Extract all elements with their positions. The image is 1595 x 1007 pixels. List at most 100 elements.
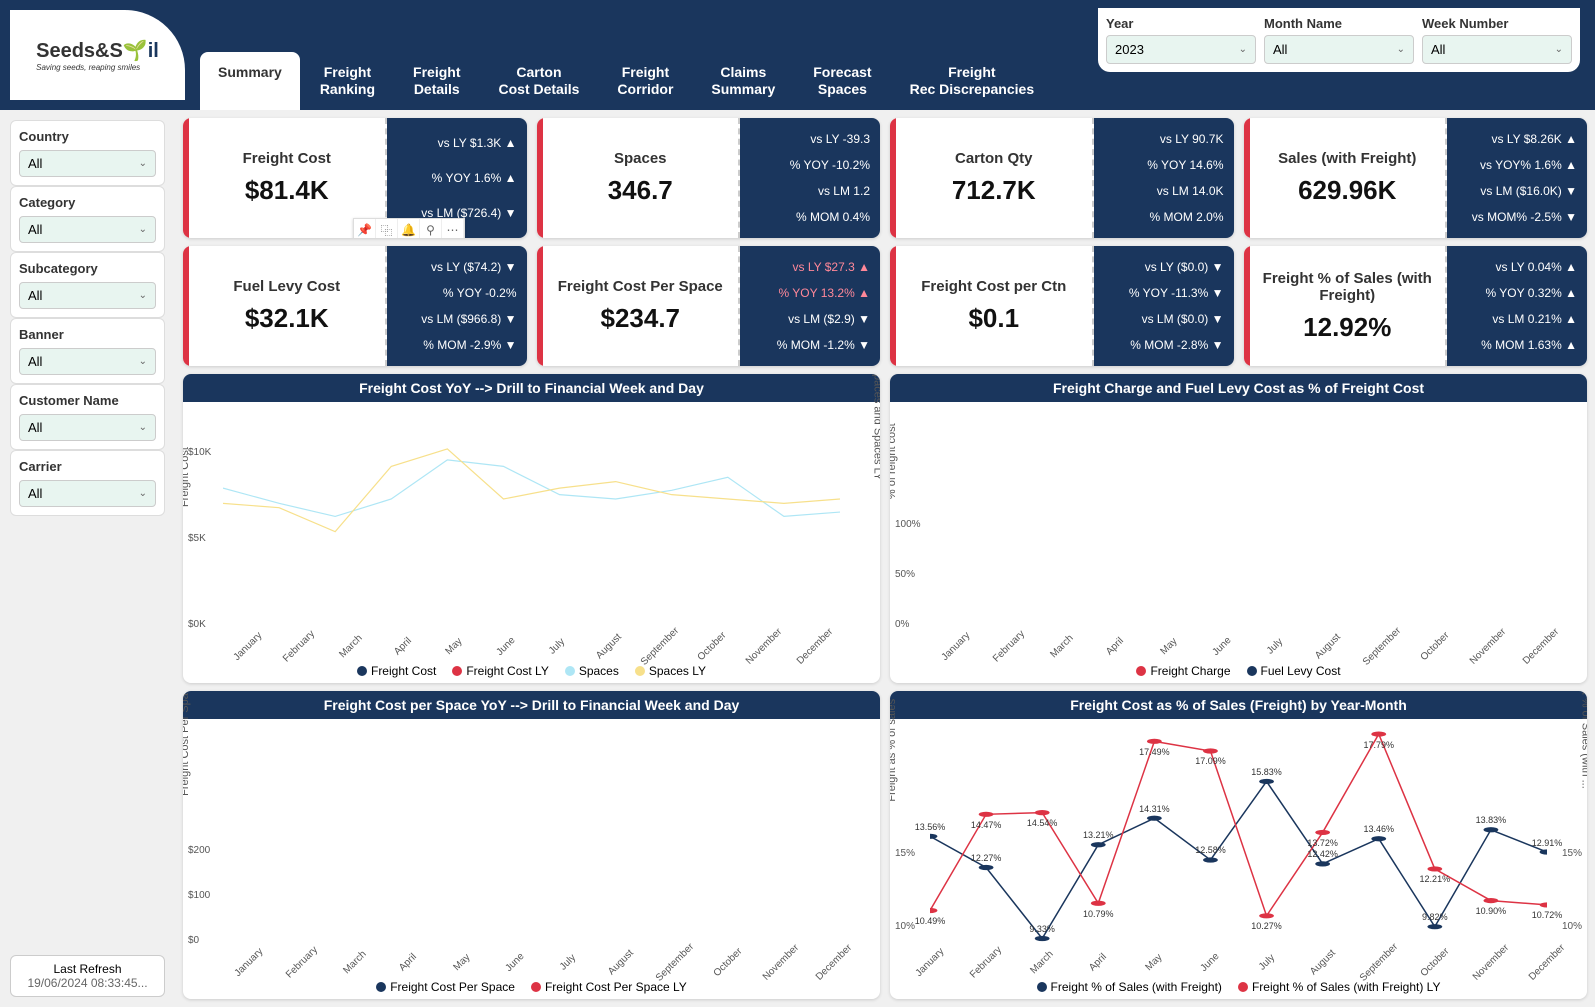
filter-carrier[interactable]: All⌄ — [19, 480, 156, 507]
pin-icon[interactable]: 📌 — [354, 219, 376, 238]
kpi-metric: % YOY 14.6% — [1104, 158, 1224, 172]
kpi-metric: vs LY ($0.0) — [1104, 260, 1224, 274]
legend-item: Freight Charge — [1136, 664, 1230, 678]
kpi-toolbar: 📌⿻🔔⚲⋯ — [353, 218, 465, 238]
kpi-value: $32.1K — [199, 303, 375, 334]
chevron-down-icon: ⌄ — [139, 488, 147, 499]
filter-week-number[interactable]: All⌄ — [1422, 35, 1572, 64]
kpi-value: $0.1 — [906, 303, 1082, 334]
filter-country[interactable]: All⌄ — [19, 150, 156, 177]
chart-freight-cost-yoy: Freight Cost YoY --> Drill to Financial … — [183, 374, 880, 683]
kpi-value: 629.96K — [1260, 175, 1436, 206]
filter-label: Banner — [19, 327, 156, 342]
tab-carton-cost-details[interactable]: CartonCost Details — [481, 52, 598, 110]
tab-freight-rec-discrepancies[interactable]: FreightRec Discrepancies — [892, 52, 1053, 110]
chevron-down-icon: ⌄ — [1397, 44, 1405, 55]
last-refresh: Last Refresh 19/06/2024 08:33:45... — [10, 955, 165, 997]
kpi-title: Sales (with Freight) — [1260, 150, 1436, 167]
content: Freight Cost $81.4K vs LY $1.3K% YOY 1.6… — [175, 110, 1595, 1007]
kpi-title: Carton Qty — [906, 150, 1082, 167]
kpi-metric: % MOM 1.63% — [1457, 338, 1577, 352]
filter-category[interactable]: All⌄ — [19, 216, 156, 243]
filter-subcategory[interactable]: All⌄ — [19, 282, 156, 309]
chevron-down-icon: ⌄ — [1239, 44, 1247, 55]
kpi-value: 346.7 — [553, 175, 729, 206]
kpi-value: 712.7K — [906, 175, 1082, 206]
filter-customer-name[interactable]: All⌄ — [19, 414, 156, 441]
filter-label: Customer Name — [19, 393, 156, 408]
chevron-down-icon: ⌄ — [139, 224, 147, 235]
copy-icon[interactable]: ⿻ — [376, 219, 398, 238]
tab-claims-summary[interactable]: ClaimsSummary — [693, 52, 793, 110]
more-icon[interactable]: ⋯ — [442, 219, 464, 238]
legend-item: Freight % of Sales (with Freight) LY — [1238, 980, 1441, 994]
chevron-down-icon: ⌄ — [139, 290, 147, 301]
legend-item: Freight % of Sales (with Freight) — [1037, 980, 1222, 994]
chevron-down-icon: ⌄ — [1555, 44, 1563, 55]
filter-label: Year — [1106, 16, 1256, 31]
kpi-metric: % MOM -2.9% — [397, 338, 517, 352]
top-bar: Seeds&S🌱ilSaving seeds, reaping smiles S… — [0, 0, 1595, 110]
kpi-metric: vs LM ($966.8) — [397, 312, 517, 326]
kpi-card: Freight % of Sales (with Freight) 12.92%… — [1244, 246, 1588, 366]
filter-label: Month Name — [1264, 16, 1414, 31]
kpi-metric: % YOY -10.2% — [750, 158, 870, 172]
kpi-title: Freight Cost — [199, 150, 375, 167]
kpi-metric: % YOY -0.2% — [397, 286, 517, 300]
kpi-metric: vs LM ($16.0K) — [1457, 184, 1577, 198]
kpi-title: Fuel Levy Cost — [199, 278, 375, 295]
filter-banner[interactable]: All⌄ — [19, 348, 156, 375]
legend-item: Freight Cost Per Space LY — [531, 980, 687, 994]
filter-label: Country — [19, 129, 156, 144]
tab-freight-ranking[interactable]: FreightRanking — [302, 52, 393, 110]
chart-title: Freight Cost as % of Sales (Freight) by … — [890, 691, 1587, 719]
kpi-metric: % MOM -1.2% — [750, 338, 870, 352]
refresh-timestamp: 19/06/2024 08:33:45... — [17, 976, 158, 990]
kpi-metric: vs LY 90.7K — [1104, 132, 1224, 146]
legend-item: Freight Cost Per Space — [376, 980, 515, 994]
bell-icon[interactable]: 🔔 — [398, 219, 420, 238]
kpi-metric: vs LY ($74.2) — [397, 260, 517, 274]
kpi-title: Freight Cost Per Space — [553, 278, 729, 295]
filter-icon[interactable]: ⚲ — [420, 219, 442, 238]
chart-title: Freight Cost YoY --> Drill to Financial … — [183, 374, 880, 402]
kpi-metric: vs LM ($0.0) — [1104, 312, 1224, 326]
kpi-title: Spaces — [553, 150, 729, 167]
filter-year[interactable]: 2023⌄ — [1106, 35, 1256, 64]
legend-item: Freight Cost LY — [452, 664, 548, 678]
filter-label: Subcategory — [19, 261, 156, 276]
kpi-value: 12.92% — [1260, 312, 1436, 343]
legend-item: Fuel Levy Cost — [1247, 664, 1341, 678]
kpi-title: Freight % of Sales (with Freight) — [1260, 270, 1436, 304]
top-filters: Year 2023⌄ Month Name All⌄ Week Number All… — [1098, 8, 1580, 72]
kpi-metric: % MOM -2.8% — [1104, 338, 1224, 352]
filter-label: Week Number — [1422, 16, 1572, 31]
chart-cost-per-space-yoy: Freight Cost per Space YoY --> Drill to … — [183, 691, 880, 1000]
chart-title: Freight Charge and Fuel Levy Cost as % o… — [890, 374, 1587, 402]
sidebar: Country All⌄ Category All⌄ Subcategory All… — [0, 110, 175, 1007]
kpi-metric: vs LM ($2.9) — [750, 312, 870, 326]
chart-freight-charge-pct: Freight Charge and Fuel Levy Cost as % o… — [890, 374, 1587, 683]
kpi-title: Freight Cost per Ctn — [906, 278, 1082, 295]
tab-summary[interactable]: Summary — [200, 52, 300, 110]
filter-month-name[interactable]: All⌄ — [1264, 35, 1414, 64]
tab-freight-corridor[interactable]: FreightCorridor — [599, 52, 691, 110]
kpi-card: Spaces 346.7 vs LY -39.3% YOY -10.2%vs L… — [537, 118, 881, 238]
kpi-metric: vs LM 0.21% — [1457, 312, 1577, 326]
brand-logo: Seeds&S🌱ilSaving seeds, reaping smiles — [10, 10, 185, 100]
kpi-value: $234.7 — [553, 303, 729, 334]
chevron-down-icon: ⌄ — [139, 422, 147, 433]
kpi-metric: % MOM 0.4% — [750, 210, 870, 224]
kpi-metric: % YOY 0.32% — [1457, 286, 1577, 300]
nav-tabs: SummaryFreightRankingFreightDetailsCarto… — [200, 52, 1052, 110]
kpi-metric: vs YOY% 1.6% — [1457, 158, 1577, 172]
kpi-value: $81.4K — [199, 175, 375, 206]
chevron-down-icon: ⌄ — [139, 158, 147, 169]
legend-item: Spaces — [565, 664, 619, 678]
kpi-card: Freight Cost per Ctn $0.1 vs LY ($0.0) % … — [890, 246, 1234, 366]
tab-freight-details[interactable]: FreightDetails — [395, 52, 478, 110]
filter-label: Category — [19, 195, 156, 210]
tab-forecast-spaces[interactable]: ForecastSpaces — [795, 52, 889, 110]
kpi-card: Freight Cost Per Space $234.7 vs LY $27.… — [537, 246, 881, 366]
kpi-metric: % YOY 13.2% — [750, 286, 870, 300]
